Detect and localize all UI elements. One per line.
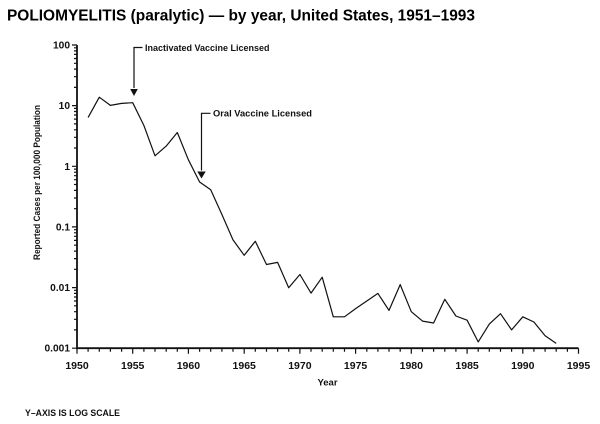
svg-text:Year: Year: [317, 378, 337, 389]
svg-text:0.1: 0.1: [56, 222, 70, 233]
svg-text:1980: 1980: [400, 360, 424, 372]
svg-text:1955: 1955: [121, 360, 145, 372]
svg-text:Inactivated Vaccine Licensed: Inactivated Vaccine Licensed: [145, 43, 270, 53]
svg-text:1950: 1950: [65, 360, 89, 372]
svg-text:0.001: 0.001: [45, 344, 71, 355]
svg-text:1995: 1995: [567, 360, 591, 372]
svg-text:1985: 1985: [455, 360, 479, 372]
svg-text:10: 10: [59, 101, 71, 112]
svg-text:1990: 1990: [511, 360, 535, 372]
svg-text:1: 1: [64, 162, 70, 173]
svg-text:Oral Vaccine Licensed: Oral Vaccine Licensed: [213, 109, 312, 119]
svg-text:0.01: 0.01: [50, 283, 70, 294]
svg-text:Reported Cases per 100,000 Pop: Reported Cases per 100,000 Population: [32, 105, 43, 260]
svg-text:1965: 1965: [233, 360, 257, 372]
svg-text:Y–AXIS IS LOG SCALE: Y–AXIS IS LOG SCALE: [25, 408, 120, 419]
svg-text:POLIOMYELITIS (paralytic) — by: POLIOMYELITIS (paralytic) — by year, Uni…: [7, 8, 475, 25]
svg-text:100: 100: [53, 41, 70, 52]
svg-text:1975: 1975: [344, 360, 368, 372]
svg-text:1970: 1970: [288, 360, 312, 372]
svg-text:1960: 1960: [177, 360, 201, 372]
